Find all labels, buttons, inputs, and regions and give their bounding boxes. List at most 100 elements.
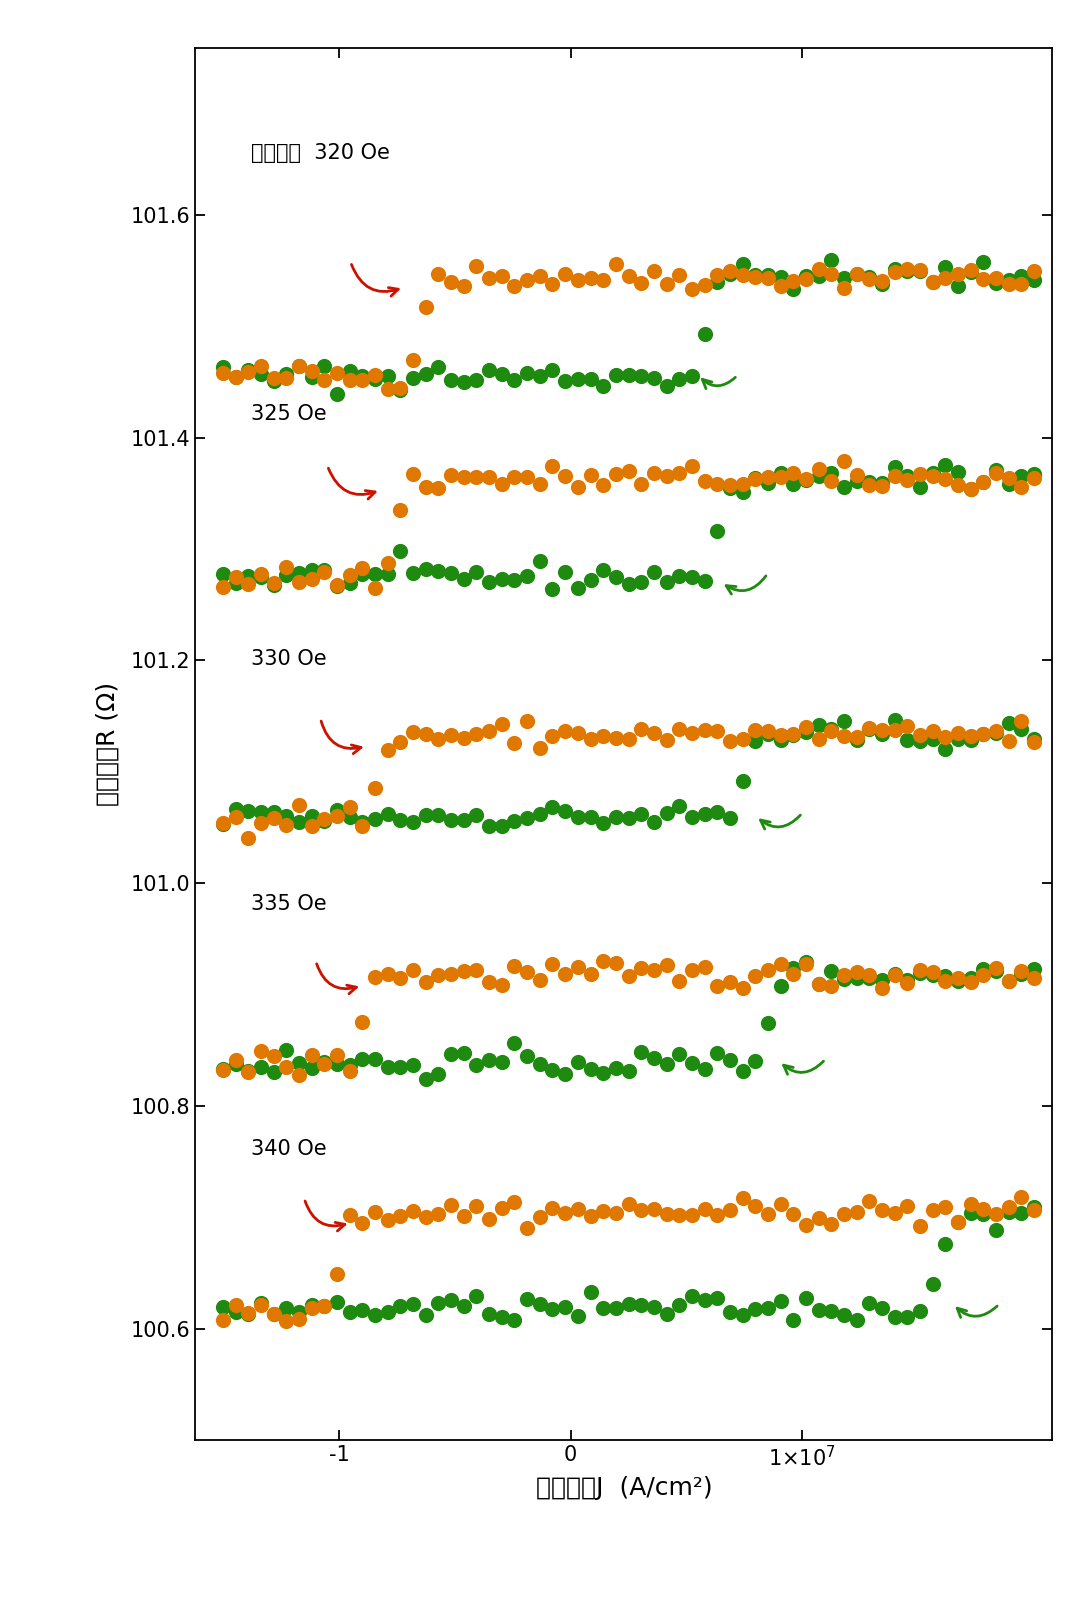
Point	[809, 971, 827, 997]
Point	[784, 962, 802, 987]
Point	[646, 1197, 663, 1222]
Point	[367, 1200, 384, 1226]
Point	[392, 1054, 409, 1080]
Point	[430, 802, 447, 827]
Point	[341, 358, 358, 384]
Point	[1025, 461, 1043, 486]
Point	[455, 464, 472, 490]
Point	[962, 1200, 980, 1226]
Point	[771, 274, 789, 299]
Point	[746, 1194, 764, 1219]
Point	[291, 792, 308, 818]
Point	[494, 470, 511, 496]
Point	[809, 262, 827, 288]
Point	[544, 794, 561, 819]
Point	[417, 1205, 434, 1230]
Point	[430, 1061, 447, 1086]
Point	[1025, 267, 1043, 293]
Point	[911, 461, 929, 486]
Point	[582, 1203, 599, 1229]
Point	[506, 274, 523, 299]
Point	[898, 728, 916, 754]
Point	[570, 720, 587, 746]
Point	[809, 462, 827, 488]
Point	[430, 1290, 447, 1315]
Point	[494, 262, 511, 288]
Point	[570, 954, 587, 979]
Text: 330 Oe: 330 Oe	[251, 650, 327, 669]
Point	[885, 962, 903, 987]
Point	[253, 1291, 270, 1317]
Point	[733, 480, 751, 506]
Point	[987, 264, 1005, 290]
Point	[468, 558, 485, 584]
Point	[379, 1206, 396, 1232]
Point	[544, 270, 561, 296]
Point	[695, 955, 713, 981]
Point	[544, 1296, 561, 1322]
Point	[291, 810, 308, 835]
Point	[253, 811, 270, 837]
Point	[936, 1232, 954, 1258]
Point	[646, 560, 663, 586]
Point	[733, 472, 751, 498]
Point	[1000, 968, 1018, 994]
Point	[240, 357, 257, 382]
Point	[949, 965, 967, 990]
Point	[570, 805, 587, 830]
Point	[962, 259, 980, 285]
Point	[405, 1053, 422, 1078]
Point	[658, 726, 675, 752]
Point	[936, 1194, 954, 1219]
Point	[468, 957, 485, 982]
Point	[709, 269, 726, 294]
Point	[835, 723, 853, 749]
Point	[733, 768, 751, 794]
Point	[506, 808, 523, 834]
Point	[873, 968, 891, 994]
Point	[532, 1205, 549, 1230]
Point	[709, 262, 726, 288]
Point	[771, 464, 789, 490]
Point	[760, 957, 777, 982]
Point	[392, 378, 409, 403]
Point	[481, 570, 498, 595]
Point	[709, 1285, 726, 1310]
Point	[519, 709, 536, 734]
Point	[253, 1038, 270, 1064]
Point	[722, 472, 739, 498]
Point	[443, 560, 460, 586]
Point	[494, 712, 511, 738]
Point	[392, 498, 409, 523]
Point	[949, 1210, 967, 1235]
Point	[671, 563, 688, 589]
Point	[265, 570, 282, 595]
Point	[620, 1058, 637, 1083]
Point	[582, 803, 599, 829]
Point	[570, 474, 587, 499]
Point	[733, 262, 751, 288]
Point	[430, 261, 447, 286]
Point	[620, 1190, 637, 1216]
Point	[417, 970, 434, 995]
Point	[557, 261, 574, 286]
Point	[240, 1301, 257, 1326]
Point	[835, 1202, 853, 1227]
Point	[962, 1192, 980, 1218]
Point	[771, 461, 789, 486]
Point	[367, 774, 384, 800]
Point	[898, 259, 916, 285]
Point	[873, 1197, 891, 1222]
Point	[695, 1286, 713, 1312]
Point	[620, 726, 637, 752]
Point	[215, 1307, 232, 1333]
Point	[822, 715, 840, 741]
Point	[329, 381, 346, 406]
Point	[532, 262, 549, 288]
Point	[532, 966, 549, 992]
Point	[1012, 958, 1030, 984]
Point	[974, 1197, 992, 1222]
Point	[733, 976, 751, 1002]
Point	[494, 1304, 511, 1330]
Point	[911, 957, 929, 982]
